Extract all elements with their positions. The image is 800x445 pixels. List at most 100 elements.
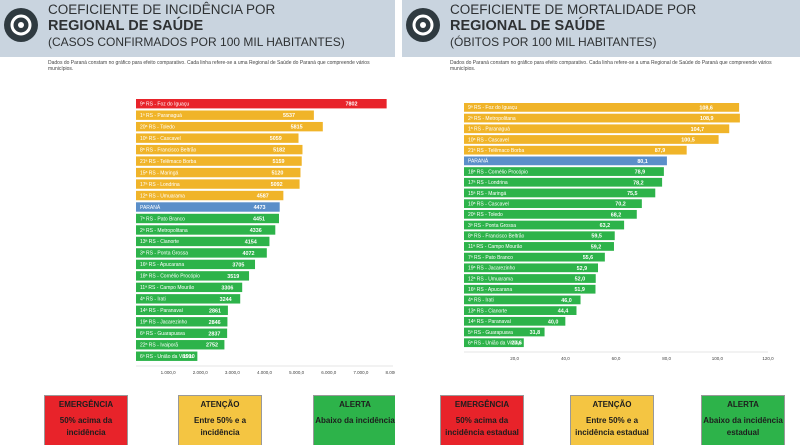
legend-attention-desc: Entre 50% e a incidência estadual — [575, 416, 649, 437]
incidence-note: Dados do Paraná constam no gráfico para … — [48, 60, 370, 72]
x-tick-label: 6.000,0 — [321, 370, 337, 375]
bar — [464, 295, 581, 305]
category-label: 13ª RS - Cianorte — [468, 308, 507, 314]
category-label: 2ª RS - Metropolitana — [140, 228, 188, 234]
x-tick-label: 80,0 — [662, 356, 671, 361]
mortality-title-line1: COEFICIENTE DE MORTALIDADE POR — [450, 2, 697, 17]
category-label: 22ª RS - Ivaiporã — [140, 343, 178, 349]
bar-value-label: 3705 — [232, 262, 244, 268]
bar — [464, 274, 596, 283]
mortality-title: COEFICIENTE DE MORTALIDADE POR REGIONAL … — [450, 2, 696, 50]
bar-value-label: 70,2 — [615, 202, 626, 208]
mortality-panel: COEFICIENTE DE MORTALIDADE POR REGIONAL … — [402, 0, 800, 445]
bar-value-label: 80,1 — [637, 159, 648, 165]
bar-value-label: 100,5 — [681, 137, 695, 143]
bar — [464, 113, 740, 123]
category-label: 17ª RS - Londrina — [140, 182, 180, 188]
bar-value-label: 52,0 — [575, 277, 586, 283]
bar — [136, 351, 198, 361]
bar — [464, 156, 667, 166]
bar-value-label: 3306 — [221, 285, 233, 291]
bar-value-label: 5815 — [291, 125, 303, 131]
category-label: 18ª RS - Cornélio Procópio — [140, 274, 200, 280]
category-label: PARANÁ — [140, 204, 161, 211]
bar — [136, 121, 323, 132]
category-label: 17ª RS - Londrina — [468, 180, 508, 186]
category-label: 15ª RS - Maringá — [468, 191, 506, 197]
category-label: 10ª RS - Cascavel — [468, 201, 509, 207]
x-tick-label: 3.000,0 — [225, 370, 241, 375]
bar-value-label: 59,5 — [591, 234, 602, 240]
bar-value-label: 87,9 — [655, 148, 666, 154]
bar — [136, 156, 302, 166]
legend-emergency-title: EMERGÊNCIA — [454, 400, 510, 409]
category-label: 1ª RS - Paranaguá — [468, 127, 510, 133]
bar-value-label: 5182 — [273, 148, 285, 154]
category-label: 19ª RS - Jacarezinho — [140, 320, 187, 326]
legend-box-emergency: EMERGÊNCIA 50% acima da incidência — [44, 395, 128, 445]
incidence-title-line3: (CASOS CONFIRMADOS POR 100 MIL HABITANTE… — [48, 35, 345, 49]
bar — [136, 328, 228, 338]
category-label: 21ª RS - Telêmaco Borba — [140, 159, 196, 165]
bar — [464, 242, 614, 251]
category-label: 15ª RS - Maringá — [140, 170, 178, 176]
category-label: 4ª RS - Irati — [140, 297, 166, 303]
logo-mark — [10, 14, 32, 36]
legend-alert-title: ALERTA — [727, 400, 759, 409]
legend-alert-desc: Abaixo da incidência — [315, 416, 395, 425]
bar-value-label: 68,2 — [611, 212, 622, 218]
category-label: 11ª RS - Campo Mourão — [140, 285, 194, 291]
category-label: 2ª RS - Metropolitana — [468, 116, 516, 122]
mortality-header: COEFICIENTE DE MORTALIDADE POR REGIONAL … — [402, 0, 800, 57]
bar-value-label: 108,6 — [699, 105, 713, 111]
legend-box-alert: ALERTA Abaixo da incidência — [313, 395, 395, 445]
category-label: 8ª RS - Francisco Beltrão — [468, 234, 525, 240]
bar-value-label: 31,8 — [530, 330, 541, 336]
bar-value-label: 75,5 — [627, 191, 638, 197]
bar — [136, 340, 225, 350]
category-label: 20ª RS - Toledo — [140, 124, 175, 130]
incidence-title-line2: REGIONAL DE SAÚDE — [48, 18, 204, 34]
bar — [136, 259, 256, 270]
bar — [464, 188, 656, 198]
bar-value-label: 51,9 — [574, 287, 585, 293]
category-label: 12ª RS - Umuarama — [140, 193, 185, 199]
category-label: 16ª RS - Apucarana — [140, 262, 184, 268]
x-tick-label: 4.000,0 — [257, 370, 273, 375]
bar — [136, 271, 250, 281]
bar — [136, 248, 267, 258]
bar-value-label: 23,6 — [511, 341, 521, 347]
bar-value-label: 2846 — [209, 320, 221, 326]
bar — [464, 199, 642, 209]
bar-value-label: 78,9 — [635, 170, 646, 176]
bar-value-label: 55,6 — [583, 255, 594, 261]
category-label: 16ª RS - Apucarana — [468, 287, 512, 293]
logo-mark — [412, 14, 434, 36]
bar-value-label: 4451 — [253, 216, 265, 222]
x-tick-label: 60,0 — [612, 356, 621, 361]
bar — [136, 179, 300, 189]
category-label: 14ª RS - Paranavaí — [140, 308, 184, 314]
x-tick-label: 7.000,0 — [353, 370, 369, 375]
category-label: 6ª RS - Guarapuava — [140, 331, 185, 337]
x-tick-label: 40,0 — [561, 356, 570, 361]
bar — [464, 209, 637, 219]
bar — [136, 294, 241, 304]
bar — [464, 306, 577, 315]
incidence-title-line1: COEFICIENTE DE INCIDÊNCIA POR — [48, 2, 276, 17]
bar — [136, 202, 280, 212]
category-label: 3ª RS - Ponta Grossa — [140, 251, 188, 257]
bar-value-label: 2861 — [209, 308, 221, 314]
mortality-title-line3: (ÓBITOS POR 100 MIL HABITANTES) — [450, 35, 657, 49]
bar-value-label: 1910 — [183, 354, 195, 360]
bar — [464, 220, 625, 230]
x-tick-label: 120,0 — [762, 356, 774, 361]
bar — [136, 99, 387, 109]
bar — [464, 338, 524, 348]
legend-box-attention: ATENÇÃO Entre 50% e a incidência estadua… — [570, 395, 654, 445]
bar-value-label: 63,2 — [600, 223, 611, 229]
category-label: 12ª RS - Umuarama — [468, 276, 513, 282]
bar — [136, 144, 303, 155]
legend-alert-title: ALERTA — [339, 400, 371, 409]
category-label: 10ª RS - Cascavel — [468, 137, 509, 143]
